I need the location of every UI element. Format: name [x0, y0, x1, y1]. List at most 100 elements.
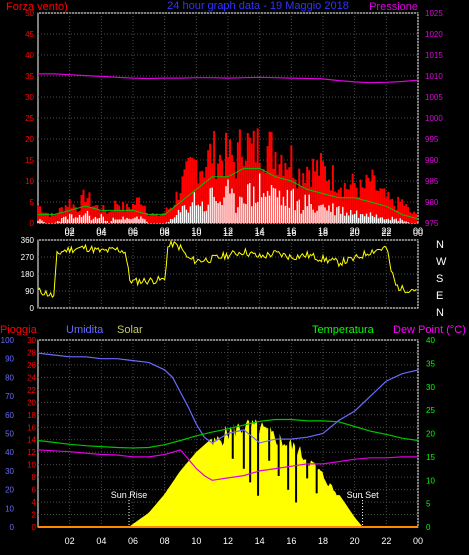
rain-y-tick: 14 [27, 436, 36, 445]
pressure-y-tick: 1015 [425, 51, 443, 60]
humidity-y-tick: 70 [5, 392, 14, 401]
pressure-y-tick: 995 [425, 135, 439, 144]
wind-x-tick: 08 [160, 226, 170, 236]
wind-average-line [38, 167, 419, 220]
wind-x-tick: 06 [128, 226, 138, 236]
pressure-y-tick: 980 [425, 198, 439, 207]
compass-label: E [436, 290, 443, 302]
temp-x-tick: 06 [128, 536, 138, 546]
wind-y-tick: 20 [25, 135, 34, 144]
direction-x-tick: 16 [286, 228, 296, 238]
rain-y-tick: 4 [32, 498, 37, 507]
rain-y-tick: 24 [27, 373, 36, 382]
wind-label: Forza vento) [6, 1, 68, 13]
humidity-y-tick: 100 [1, 336, 15, 345]
temp-x-tick: 02 [65, 536, 75, 546]
humidity-line [37, 352, 419, 444]
rain-y-tick: 16 [27, 423, 36, 432]
wind-pressure-panel: 0510152025303540455097598098599099510001… [25, 9, 443, 236]
rain-y-tick: 30 [27, 336, 36, 345]
temp-y-tick: 35 [426, 359, 435, 368]
direction-y-tick: 270 [21, 253, 35, 262]
pressure-y-tick: 1005 [425, 93, 443, 102]
wind-x-tick: 14 [255, 226, 265, 236]
temp-y-tick: 25 [426, 406, 435, 415]
direction-x-tick: 18 [318, 228, 328, 238]
wind-x-tick: 02 [65, 226, 75, 236]
rain-y-tick: 22 [27, 386, 36, 395]
direction-x-tick: 08 [160, 228, 170, 238]
direction-x-tick: 00 [413, 228, 423, 238]
temp-x-tick: 08 [160, 536, 170, 546]
temp-y-tick: 40 [426, 336, 435, 345]
wind-x-tick: 04 [96, 226, 106, 236]
wind-x-tick: 00 [413, 226, 423, 236]
wind-y-tick: 15 [25, 156, 34, 165]
rain-y-tick: 0 [32, 523, 37, 532]
humidity-y-tick: 40 [5, 448, 14, 457]
wind-direction-grid [38, 239, 419, 309]
direction-y-tick: 0 [30, 304, 35, 313]
solar-area [128, 418, 364, 528]
wind-y-tick: 40 [25, 51, 34, 60]
sun-rise-label: Sun Rise [111, 490, 148, 500]
wind-y-tick: 45 [25, 30, 34, 39]
temp-y-tick: 30 [426, 383, 435, 392]
temp-humidity-tick-labels: 0246810121416182022242628300102030405060… [1, 336, 436, 546]
pressure-y-tick: 990 [425, 156, 439, 165]
direction-x-tick: 02 [65, 228, 75, 238]
wind-x-tick: 10 [191, 226, 201, 236]
wind-x-tick: 16 [286, 226, 296, 236]
rain-y-tick: 2 [32, 511, 37, 520]
rain-y-tick: 26 [27, 361, 36, 370]
wind-y-tick: 25 [25, 114, 34, 123]
wind-y-tick: 0 [30, 219, 35, 228]
wind-pressure-tick-labels: 0510152025303540455097598098599099510001… [25, 9, 443, 236]
compass-label: S [436, 273, 443, 285]
direction-x-tick: 10 [191, 228, 201, 238]
rain-y-tick: 12 [27, 448, 36, 457]
wind-calm-bars [37, 173, 409, 223]
direction-x-tick: 20 [350, 228, 360, 238]
wind-x-tick: 20 [350, 226, 360, 236]
temp-x-tick: 14 [255, 536, 265, 546]
sun-set-label: Sun Set [347, 490, 380, 500]
solar-label: Solar [117, 324, 143, 336]
wind-x-tick: 18 [318, 226, 328, 236]
rain-y-tick: 20 [27, 398, 36, 407]
wind-y-tick: 35 [25, 72, 34, 81]
temp-y-tick: 0 [426, 523, 431, 532]
temp-x-tick: 20 [350, 536, 360, 546]
temp-x-tick: 18 [318, 536, 328, 546]
pressure-label: Pressione [369, 1, 418, 13]
direction-y-tick: 360 [21, 236, 35, 245]
dew-point-label: Dew Point (°C) [393, 324, 466, 336]
humidity-y-tick: 0 [10, 523, 15, 532]
pressure-y-tick: 975 [425, 219, 439, 228]
pressure-line [38, 73, 419, 84]
rain-y-tick: 6 [32, 486, 37, 495]
temp-x-tick: 00 [413, 536, 423, 546]
humidity-y-tick: 80 [5, 373, 14, 382]
wind-y-tick: 10 [25, 177, 34, 186]
direction-x-tick: 22 [381, 228, 391, 238]
humidity-label: Umidita [66, 324, 104, 336]
wind-y-tick: 50 [25, 9, 34, 18]
direction-y-tick: 180 [21, 270, 35, 279]
temp-x-tick: 10 [191, 536, 201, 546]
humidity-y-tick: 10 [5, 504, 14, 513]
pressure-y-tick: 1000 [425, 114, 443, 123]
wind-x-tick: 12 [223, 226, 233, 236]
humidity-y-tick: 90 [5, 355, 14, 364]
rain-y-tick: 28 [27, 348, 36, 357]
temp-x-tick: 04 [96, 536, 106, 546]
direction-x-tick: 04 [96, 228, 106, 238]
rain-label: Pioggia [0, 324, 38, 336]
direction-x-tick: 14 [255, 228, 265, 238]
rain-y-tick: 18 [27, 411, 36, 420]
wind-x-tick: 22 [381, 226, 391, 236]
temp-y-tick: 5 [426, 500, 431, 509]
